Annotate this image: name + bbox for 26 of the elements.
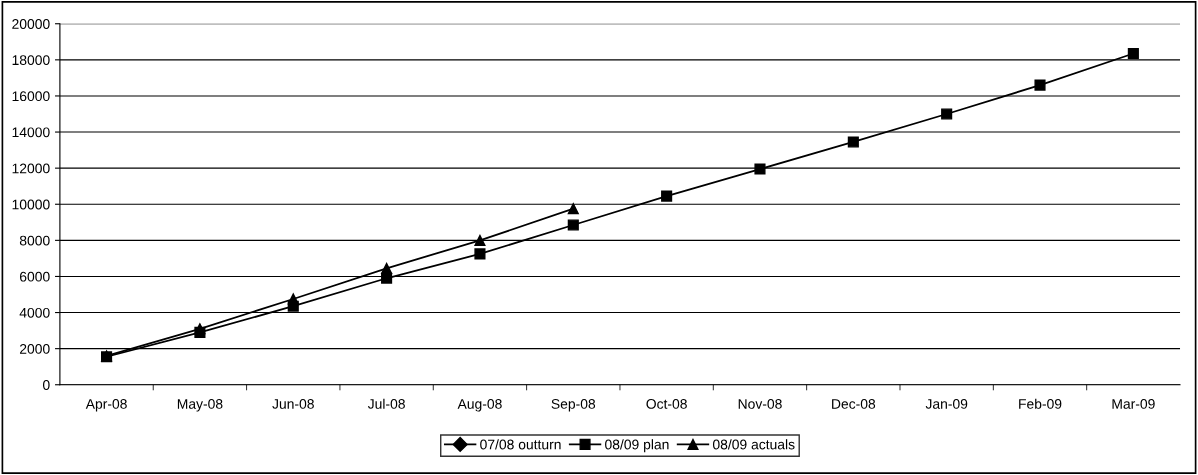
- y-tick-label: 0: [43, 380, 50, 390]
- x-tick-label: Jun-08: [272, 399, 314, 409]
- y-tick-label: 2000: [19, 343, 50, 354]
- legend-label: 07/08 outturn: [480, 439, 561, 450]
- x-tick-label: Jul-08: [367, 398, 405, 409]
- legend-label: 08/09 actuals: [712, 439, 795, 450]
- x-tick-label: Jan-09: [925, 399, 968, 409]
- x-tick-label: Apr-08: [85, 399, 127, 412]
- x-tick-label: Dec-08: [832, 399, 876, 409]
- x-tick-label: Sep-08: [551, 399, 596, 412]
- legend-label: 08/09 plan: [605, 439, 669, 453]
- x-tick-label: May-08: [177, 399, 223, 412]
- x-tick-label: Aug-08: [457, 399, 502, 412]
- y-tick-label: 4000: [19, 307, 50, 318]
- y-tick-label: 16000: [12, 91, 50, 102]
- y-tick-label: 20000: [12, 19, 50, 29]
- y-tick-label: 14000: [12, 127, 50, 138]
- x-tick-label: Oct-08: [646, 399, 687, 409]
- y-tick-label: 12000: [12, 163, 50, 174]
- y-tick-label: 8000: [19, 235, 50, 246]
- y-tick-label: 18000: [12, 55, 50, 66]
- x-tick-label: Mar-09: [1112, 399, 1155, 409]
- x-tick-label: Feb-09: [1019, 398, 1062, 409]
- y-tick-label: 6000: [19, 271, 50, 282]
- x-tick-label: Nov-08: [738, 399, 782, 409]
- y-tick-label: 10000: [12, 199, 50, 210]
